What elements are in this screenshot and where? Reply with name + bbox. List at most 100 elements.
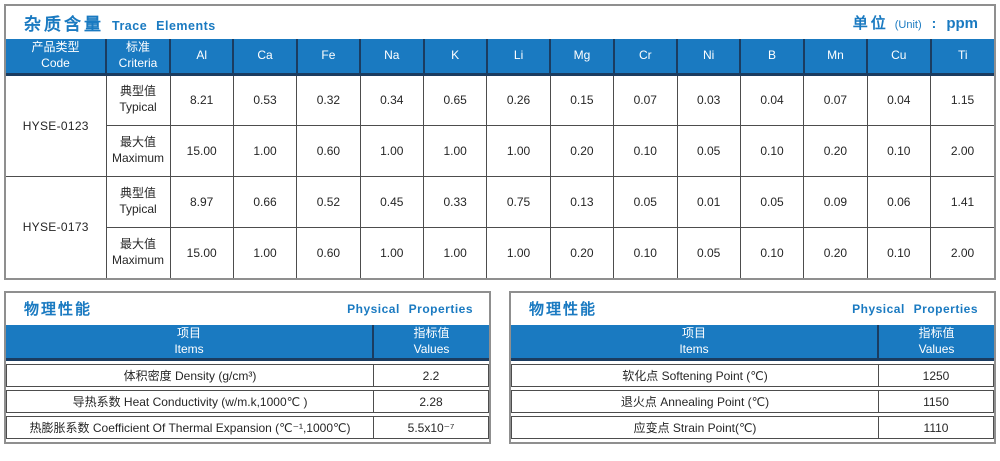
trace-value-cell: 0.66 [232,175,298,228]
physical-row-density: 体积密度 Density (g/cm³) 2.2 [6,364,489,387]
trace-value-cell: 0.07 [613,73,678,126]
trace-value-cell: 0.26 [486,73,551,126]
column-header-element-cu: Cu [866,39,931,76]
physical-right-title-chinese: 物理性能 [529,301,598,318]
criteria-label: 最大值 Maximum [105,124,171,177]
physical-left-header-row: 项目 Items 指标值 Values [6,325,489,361]
trace-value-cell: 1.00 [232,226,298,279]
trace-value-cell: 0.10 [866,226,932,279]
trace-value-cell: 8.97 [169,175,234,228]
column-header-items: 项目 Items [511,325,879,361]
values-header-chinese: 指标值 [413,325,450,340]
physical-row-annealing-point: 退火点 Annealing Point (℃) 1150 [511,390,994,413]
column-header-element-ni: Ni [675,39,741,76]
trace-row-hyse0123-typical: HYSE-0123 典型值 Typical 8.21 0.53 0.32 0.3… [5,73,995,177]
values-header-english: Values [413,341,450,356]
product-code: HYSE-0173 [5,175,107,279]
trace-value-cell: 1.41 [930,175,995,228]
trace-value-cell: 15.00 [169,226,234,279]
trace-value-cell: 1.00 [359,124,425,177]
trace-header-row: 产品类型 Code 标准 Criteria Al Ca Fe Na K Li M… [5,39,994,76]
column-header-element-b: B [739,39,804,76]
trace-value-cell: 0.10 [866,124,932,177]
trace-value-cell: 0.10 [739,124,805,177]
trace-value-cell: 0.60 [296,124,361,177]
trace-value-cell: 2.00 [930,226,995,279]
items-header-english: Items [679,341,709,356]
trace-value-cell: 0.34 [359,73,425,126]
trace-value-cell: 0.04 [739,73,805,126]
items-header-chinese: 项目 [176,325,201,340]
trace-value-cell: 0.52 [296,175,361,228]
property-value: 1110 [879,416,994,439]
trace-value-cell: 0.20 [549,124,615,177]
trace-value-cell: 0.01 [676,175,741,228]
property-value: 2.2 [374,364,489,387]
unit-label: 单位 (Unit) : ppm [853,12,978,33]
unit-label-english: (Unit) [894,19,922,31]
trace-value-cell: 0.09 [803,175,868,228]
physical-right-title-english: Physical Properties [852,301,978,316]
unit-colon: : [931,15,937,31]
column-header-element-fe: Fe [295,39,361,76]
unit-label-chinese: 单位 [852,15,889,32]
trace-row-hyse0173-maximum: 最大值 Maximum 15.00 1.00 0.60 1.00 1.00 1.… [6,226,995,279]
trace-value-cell: 0.60 [296,226,361,279]
column-header-element-na: Na [359,39,424,76]
trace-value-cell: 0.53 [232,73,298,126]
column-header-element-mn: Mn [802,39,868,76]
trace-value-cell: 1.00 [486,124,551,177]
trace-value-cell: 0.05 [676,226,741,279]
physical-properties-section-left: 物理性能 Physical Properties 项目 Items 指标值 Val… [4,291,491,444]
values-header-english: Values [918,341,955,356]
trace-value-cell: 0.32 [296,73,361,126]
trace-value-cell: 0.15 [549,73,615,126]
trace-value-cell: 0.20 [803,226,868,279]
column-header-criteria: 标准 Criteria [105,39,170,76]
product-code: HYSE-0123 [5,73,107,177]
criteria-label: 最大值 Maximum [105,226,171,279]
trace-value-cell: 0.20 [549,226,615,279]
column-header-element-ca: Ca [232,39,297,76]
column-header-element-al: Al [168,39,234,76]
trace-value-cell: 0.13 [549,175,615,228]
column-header-element-ti: Ti [929,39,994,76]
trace-elements-title: 杂质含量 Trace Elements [24,10,216,35]
trace-value-cell: 0.10 [739,226,805,279]
property-item: 应变点 Strain Point(℃) [511,416,879,439]
code-header-chinese: 产品类型 [31,40,80,55]
column-header-code: 产品类型 Code [5,39,106,76]
trace-value-cell: 15.00 [169,124,234,177]
trace-value-cell: 0.10 [613,124,678,177]
trace-row-hyse0173-typical: HYSE-0173 典型值 Typical 8.97 0.66 0.52 0.4… [5,175,995,279]
physical-left-title-chinese: 物理性能 [24,301,93,318]
column-header-values: 指标值 Values [374,325,489,361]
trace-value-cell: 1.00 [486,226,551,279]
items-header-english: Items [174,341,204,356]
trace-value-cell: 0.10 [613,226,678,279]
trace-elements-title-band: 杂质含量 Trace Elements 单位 (Unit) : ppm [6,6,994,39]
trace-elements-table: 产品类型 Code 标准 Criteria Al Ca Fe Na K Li M… [5,39,995,279]
criteria-label-chinese: 最大值 [119,237,156,252]
trace-value-cell: 1.00 [359,226,425,279]
criteria-header-chinese: 标准 [125,40,150,55]
property-item: 热膨胀系数 Coefficient Of Thermal Expansion (… [6,416,374,439]
property-item: 软化点 Softening Point (℃) [511,364,879,387]
items-header-chinese: 项目 [681,325,706,340]
physical-right-table: 项目 Items 指标值 Values 软化点 Softening Point … [511,322,994,442]
trace-value-cell: 0.06 [866,175,932,228]
physical-row-softening-point: 软化点 Softening Point (℃) 1250 [511,364,994,387]
trace-value-cell: 0.05 [613,175,678,228]
physical-row-thermal-expansion: 热膨胀系数 Coefficient Of Thermal Expansion (… [6,416,489,439]
trace-value-cell: 0.33 [422,175,488,228]
trace-title-chinese: 杂质含量 [24,15,104,34]
criteria-label-english: Maximum [111,252,164,267]
physical-left-table: 项目 Items 指标值 Values 体积密度 Density (g/cm³)… [6,322,489,442]
trace-value-cell: 0.45 [359,175,425,228]
property-value: 1250 [879,364,994,387]
trace-row-hyse0123-maximum: 最大值 Maximum 15.00 1.00 0.60 1.00 1.00 1.… [6,124,995,177]
code-header-english: Code [41,55,70,70]
property-item: 导热系数 Heat Conductivity (w/m.k,1000℃ ) [6,390,374,413]
spec-sheet-page: 杂质含量 Trace Elements 单位 (Unit) : ppm 产品类型 … [4,4,996,444]
trace-value-cell: 0.05 [676,124,741,177]
